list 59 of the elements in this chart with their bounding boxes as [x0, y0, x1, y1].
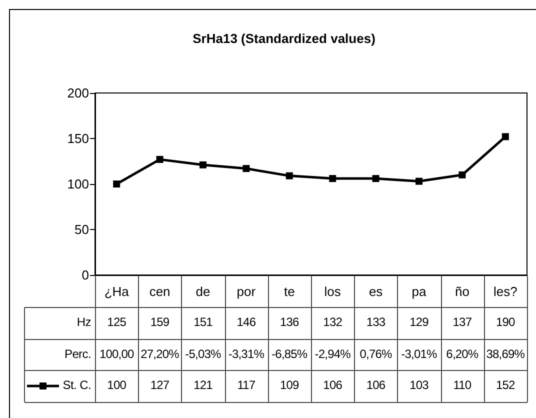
data-label: 127 — [149, 377, 170, 394]
text: 27,20% — [140, 346, 180, 362]
data-label: 106 — [365, 377, 386, 394]
x-tick-label: les? — [493, 284, 518, 299]
data-label: 103 — [408, 377, 430, 394]
data-label: 117 — [236, 377, 256, 394]
text: 133 — [365, 314, 386, 331]
y-tick-label: 0 — [82, 268, 89, 282]
data-label: 109 — [278, 377, 300, 394]
point — [329, 175, 336, 182]
text: -6,85% — [270, 346, 308, 362]
text: 100,00 — [98, 346, 135, 362]
x-tick-label: ¿Ha — [104, 284, 130, 299]
point — [200, 161, 206, 168]
chart-title: SrHa13 (Standardized values) — [192, 31, 376, 46]
x-tick-label: pa — [412, 284, 427, 299]
text: 125 — [106, 314, 127, 331]
text: 190 — [494, 314, 516, 331]
data-label: 100 — [106, 377, 127, 394]
x-tick-label: por — [236, 284, 256, 299]
text: 0,76% — [358, 346, 393, 362]
legend-label: St. C. — [62, 377, 91, 394]
point — [416, 178, 422, 185]
point — [286, 172, 293, 180]
data-label: 106 — [322, 377, 343, 394]
data-label: 110 — [452, 377, 472, 394]
y-tick-label: 150 — [67, 131, 89, 146]
text: 146 — [236, 314, 257, 331]
text: Perc. — [63, 346, 91, 362]
y-tick-label: 50 — [74, 222, 89, 237]
text: -3,31% — [227, 346, 265, 362]
text: 136 — [278, 314, 300, 331]
text: -3,01% — [400, 346, 438, 362]
data-label: 121 — [192, 377, 214, 394]
y-tick-label: 200 — [67, 86, 89, 100]
x-tick-label: ño — [454, 284, 470, 299]
x-tick-label: te — [284, 284, 295, 299]
text: 132 — [322, 314, 343, 331]
point — [113, 180, 120, 188]
text: 151 — [192, 314, 214, 331]
data-label: 152 — [494, 377, 516, 394]
x-tick-label: es — [368, 284, 384, 299]
point — [502, 133, 509, 140]
text: 129 — [408, 314, 430, 331]
x-tick-label: los — [324, 284, 342, 299]
y-tick-label: 100 — [67, 176, 89, 192]
x-tick-label: cen — [149, 284, 170, 299]
point — [372, 175, 380, 182]
point — [458, 171, 466, 178]
point — [242, 165, 250, 172]
text: 159 — [149, 314, 170, 331]
text: -5,03% — [184, 346, 222, 362]
text: 6,20% — [445, 346, 480, 362]
x-tick-label: de — [196, 284, 210, 299]
text: 137 — [452, 314, 473, 331]
text: -2,94% — [314, 346, 352, 362]
point — [156, 156, 164, 163]
text: 38,69% — [485, 346, 526, 362]
text: Hz — [76, 314, 91, 331]
